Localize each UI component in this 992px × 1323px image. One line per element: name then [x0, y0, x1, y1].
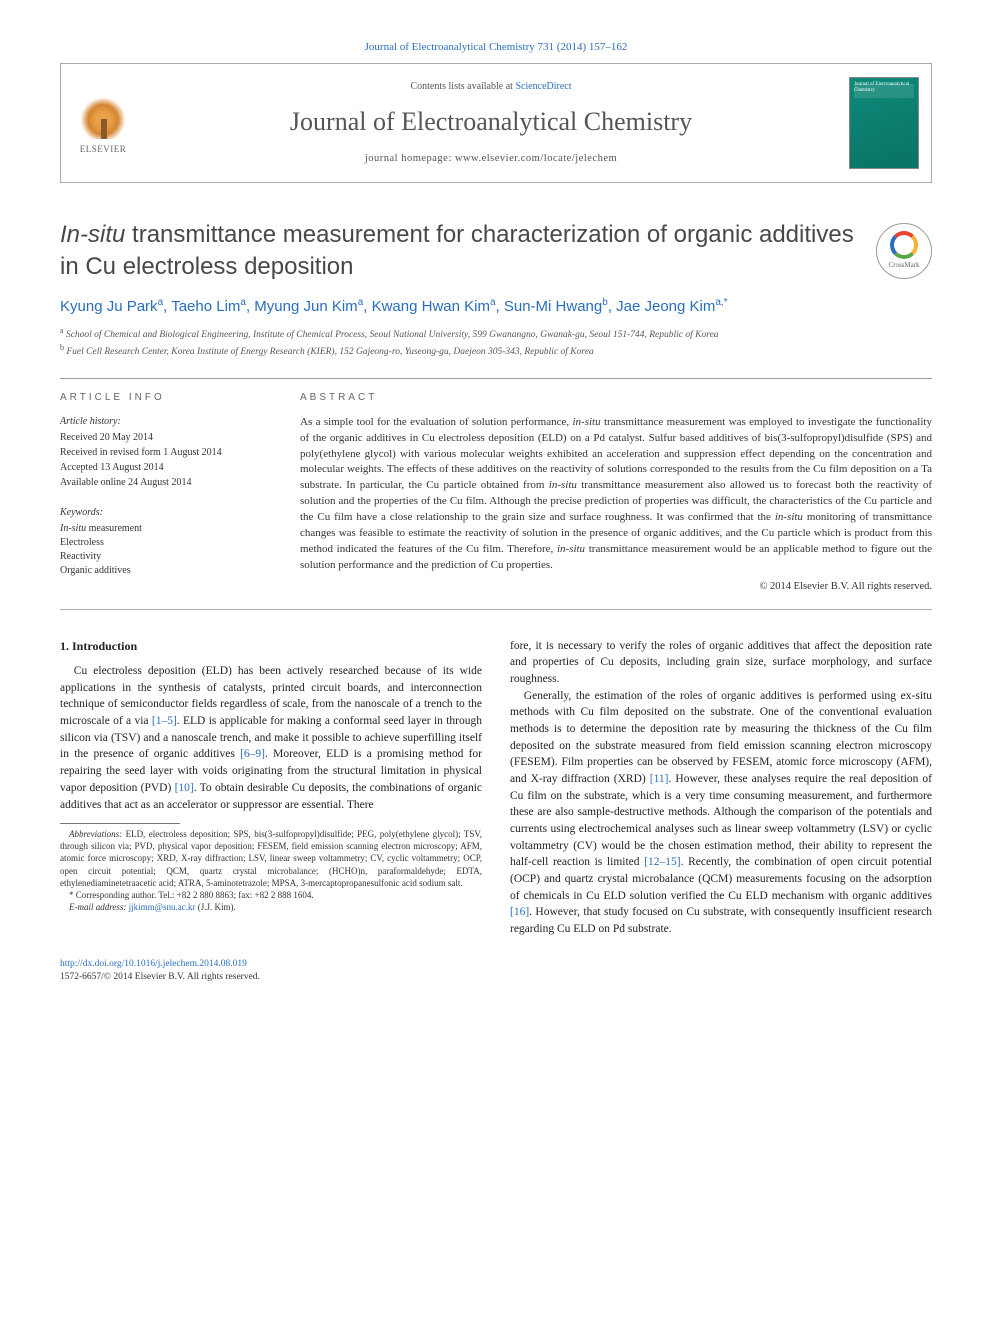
- journal-header-box: ELSEVIER Contents lists available at Sci…: [60, 63, 932, 183]
- page-footer: http://dx.doi.org/10.1016/j.jelechem.201…: [60, 958, 932, 985]
- p2b: . However, these analyses require the re…: [510, 773, 932, 868]
- divider-top: [60, 378, 932, 379]
- cover-thumb-label: Journal of Electroanalytical Chemistry: [854, 82, 914, 93]
- article-history-label: Article history:: [60, 415, 270, 429]
- affiliations: a School of Chemical and Biological Engi…: [60, 325, 856, 360]
- abstract-heading: ABSTRACT: [300, 391, 932, 405]
- affiliation-a: a School of Chemical and Biological Engi…: [60, 325, 856, 342]
- journal-name: Journal of Electroanalytical Chemistry: [143, 104, 839, 140]
- history-received: Received 20 May 2014: [60, 431, 270, 445]
- affiliation-b-text: Fuel Cell Research Center, Korea Institu…: [66, 347, 593, 357]
- affiliation-b: b Fuel Cell Research Center, Korea Insti…: [60, 342, 856, 359]
- authors-line: Kyung Ju Parka, Taeho Lima, Myung Jun Ki…: [60, 296, 856, 317]
- p2d: . However, that study focused on Cu subs…: [510, 906, 932, 935]
- doi-label: http://dx.doi.org/: [60, 959, 124, 969]
- abbrev-text: ELD, electroless deposition; SPS, bis(3-…: [60, 829, 482, 888]
- doi-line: http://dx.doi.org/10.1016/j.jelechem.201…: [60, 958, 932, 971]
- section-title-text: Introduction: [72, 639, 137, 653]
- divider-mid: [60, 609, 932, 610]
- crossmark-ring-icon: [890, 231, 918, 259]
- journal-homepage-line: journal homepage: www.elsevier.com/locat…: [143, 152, 839, 167]
- abstract-copyright: © 2014 Elsevier B.V. All rights reserved…: [300, 580, 932, 595]
- footnote-rule: [60, 823, 180, 824]
- ref-11[interactable]: [11]: [650, 773, 669, 785]
- elsevier-logo-text: ELSEVIER: [80, 143, 127, 156]
- section-number: 1.: [60, 639, 69, 653]
- doi-link[interactable]: http://dx.doi.org/10.1016/j.jelechem.201…: [60, 959, 247, 969]
- ref-10[interactable]: [10]: [175, 782, 194, 794]
- corr-text: Tel.: +82 2 880 8863; fax: +82 2 888 160…: [158, 890, 313, 900]
- doi-value: 10.1016/j.jelechem.2014.08.019: [124, 959, 247, 969]
- title-rest: transmittance measurement for characteri…: [60, 221, 854, 279]
- p2a: Generally, the estimation of the roles o…: [510, 690, 932, 785]
- body-paragraph-1: Cu electroless deposition (ELD) has been…: [60, 663, 482, 813]
- keyword-2: Reactivity: [60, 550, 270, 564]
- corr-label: * Corresponding author.: [69, 890, 158, 900]
- homepage-url[interactable]: www.elsevier.com/locate/jelechem: [455, 153, 617, 164]
- keyword-1: Electroless: [60, 536, 270, 550]
- abbrev-label: Abbreviations:: [69, 829, 122, 839]
- email-suffix: (J.J. Kim).: [195, 902, 235, 912]
- title-italic-part: In-situ: [60, 221, 125, 248]
- homepage-label: journal homepage:: [365, 153, 455, 164]
- keywords-label: Keywords:: [60, 506, 270, 520]
- contents-available-line: Contents lists available at ScienceDirec…: [143, 80, 839, 94]
- body-columns: 1. Introduction Cu electroless depositio…: [60, 638, 932, 938]
- email-link[interactable]: jjkimm@snu.ac.kr: [129, 902, 196, 912]
- article-info-heading: ARTICLE INFO: [60, 391, 270, 405]
- ref-16[interactable]: [16]: [510, 906, 529, 918]
- abstract-column: ABSTRACT As a simple tool for the evalua…: [300, 391, 932, 595]
- contents-prefix: Contents lists available at: [410, 81, 515, 92]
- elsevier-logo: ELSEVIER: [73, 88, 133, 158]
- crossmark-badge[interactable]: CrossMark: [876, 223, 932, 279]
- sciencedirect-link[interactable]: ScienceDirect: [515, 81, 571, 92]
- history-revised: Received in revised form 1 August 2014: [60, 446, 270, 460]
- article-info-column: ARTICLE INFO Article history: Received 2…: [60, 391, 270, 595]
- history-online: Available online 24 August 2014: [60, 476, 270, 490]
- body-paragraph-1-cont: fore, it is necessary to verify the role…: [510, 638, 932, 688]
- keyword-3: Organic additives: [60, 564, 270, 578]
- history-accepted: Accepted 13 August 2014: [60, 461, 270, 475]
- article-title: In-situ transmittance measurement for ch…: [60, 219, 856, 281]
- footnote-abbreviations: Abbreviations: ELD, electroless depositi…: [60, 828, 482, 889]
- email-label: E-mail address:: [69, 902, 129, 912]
- body-paragraph-2: Generally, the estimation of the roles o…: [510, 688, 932, 938]
- ref-1-5[interactable]: [1–5]: [152, 715, 177, 727]
- crossmark-label: CrossMark: [888, 261, 919, 271]
- footnote-corresponding: * Corresponding author. Tel.: +82 2 880 …: [60, 889, 482, 901]
- section-1-title: 1. Introduction: [60, 638, 482, 655]
- affiliation-a-text: School of Chemical and Biological Engine…: [66, 330, 719, 340]
- ref-6-9[interactable]: [6–9]: [240, 748, 265, 760]
- journal-cover-thumb: Journal of Electroanalytical Chemistry: [849, 77, 919, 169]
- header-citation: Journal of Electroanalytical Chemistry 7…: [60, 40, 932, 55]
- issn-copyright-line: 1572-6657/© 2014 Elsevier B.V. All right…: [60, 971, 932, 984]
- footnote-email: E-mail address: jjkimm@snu.ac.kr (J.J. K…: [60, 901, 482, 913]
- p1e: fore, it is necessary to verify the role…: [510, 640, 932, 685]
- ref-12-15[interactable]: [12–15]: [644, 856, 680, 868]
- keyword-0: In-situ measurement: [60, 522, 270, 536]
- elsevier-tree-icon: [79, 91, 127, 139]
- abstract-text: As a simple tool for the evaluation of s…: [300, 415, 932, 574]
